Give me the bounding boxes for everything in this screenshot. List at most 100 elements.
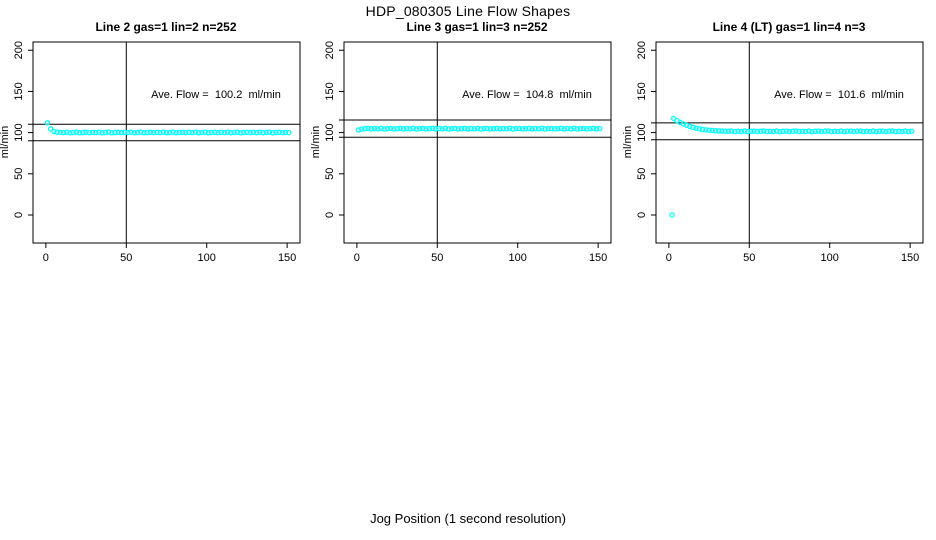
data-point [494, 125, 500, 132]
data-point [883, 128, 889, 135]
data-point [744, 128, 751, 135]
data-point [150, 129, 157, 136]
panel-line-4: Line 4 (LT) gas=1 lin=4 n=3 Ave. Flow = … [622, 20, 924, 264]
data-point [822, 128, 828, 135]
data-point [564, 125, 571, 132]
data-point [423, 126, 429, 132]
data-point [199, 129, 205, 136]
data-point [471, 126, 478, 132]
data-point [532, 125, 539, 132]
data-point [179, 129, 186, 136]
data-point [863, 128, 870, 134]
data-point [429, 125, 436, 132]
ave-flow-annotation: Ave. Flow = 104.8 ml/min [462, 89, 592, 101]
panel-title: Line 2 gas=1 lin=2 n=252 [95, 20, 236, 34]
data-point [902, 128, 909, 134]
y-tick-label: 100 [324, 123, 336, 141]
data-point [477, 126, 484, 132]
data-point [799, 128, 806, 134]
data-point [838, 128, 844, 134]
data-point [215, 129, 221, 136]
data-point [580, 125, 587, 132]
data-point [510, 126, 516, 132]
data-point [789, 128, 796, 135]
x-tick-label: 0 [43, 252, 49, 264]
data-point [761, 128, 767, 134]
data-point [365, 125, 371, 132]
data-point [375, 126, 381, 132]
data-point [818, 128, 825, 135]
data-point [748, 128, 754, 135]
data-point [400, 126, 407, 132]
y-tick-label: 150 [324, 82, 336, 100]
data-point [237, 130, 244, 136]
data-point [80, 129, 86, 136]
data-point [192, 129, 199, 135]
data-point [780, 128, 786, 135]
data-point [751, 128, 757, 134]
data-point [102, 129, 109, 136]
panel-line-2: Line 2 gas=1 lin=2 n=252 Ave. Flow = 100… [0, 20, 301, 264]
data-point [141, 130, 147, 136]
data-point [86, 129, 93, 136]
data-point [371, 125, 378, 132]
x-tick-label: 150 [278, 252, 296, 264]
data-point [273, 129, 279, 136]
y-tick-label: 50 [324, 168, 336, 180]
data-point [455, 126, 461, 132]
x-tick-label: 100 [509, 252, 527, 264]
data-point [221, 129, 228, 136]
data-point [908, 128, 915, 135]
data-point [715, 128, 722, 134]
data-point [728, 128, 735, 134]
data-point [368, 126, 375, 132]
data-point [529, 126, 535, 132]
x-tick-label: 100 [198, 252, 216, 264]
data-point [391, 126, 397, 132]
data-point [706, 127, 712, 133]
data-point [416, 125, 423, 132]
data-point [770, 128, 777, 135]
y-tick-label: 100 [636, 123, 648, 141]
data-point [445, 126, 452, 132]
data-point [738, 128, 744, 135]
data-point [266, 129, 273, 135]
data-point [234, 129, 241, 135]
data-point [857, 128, 864, 134]
data-point [410, 125, 416, 132]
data-point [725, 128, 732, 135]
y-tick-label: 100 [13, 123, 25, 141]
data-point [596, 125, 603, 132]
data-point [73, 129, 80, 135]
x-tick-label: 150 [901, 252, 919, 264]
x-tick-label: 50 [431, 252, 443, 264]
data-point [519, 126, 526, 132]
data-point [571, 125, 577, 132]
data-point [195, 129, 202, 136]
data-point [212, 129, 218, 136]
data-point [44, 119, 51, 126]
data-point [712, 127, 719, 134]
data-point [166, 129, 173, 136]
data-point [503, 126, 510, 132]
data-point [397, 125, 404, 132]
data-point [548, 125, 555, 132]
data-point [64, 129, 70, 135]
x-tick-label: 0 [666, 252, 672, 264]
data-point [128, 129, 134, 135]
data-point [387, 125, 394, 132]
data-point [92, 129, 99, 136]
data-point [841, 128, 847, 135]
data-point [51, 128, 57, 135]
y-tick-label: 200 [13, 41, 25, 59]
data-point [526, 125, 532, 132]
data-point [497, 126, 503, 132]
panel-title: Line 3 gas=1 lin=3 n=252 [406, 20, 547, 34]
data-point [250, 129, 257, 136]
x-axis-label: Jog Position (1 second resolution) [370, 511, 566, 526]
data-point [773, 128, 780, 134]
data-point [699, 126, 706, 133]
data-point [500, 125, 506, 132]
data-point [89, 129, 96, 136]
data-point [99, 129, 105, 136]
